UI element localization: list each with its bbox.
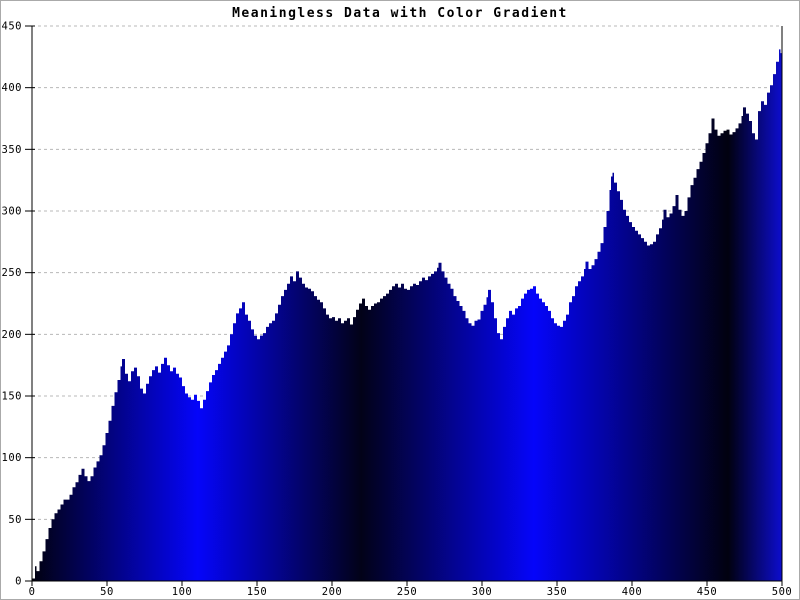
y-tick-label-450: 450 [2, 21, 22, 33]
x-tick-label-50: 50 [100, 586, 114, 598]
chart-title: Meaningless Data with Color Gradient [232, 6, 568, 21]
x-tick-label-200: 200 [322, 586, 342, 598]
x-tick-label-300: 300 [472, 586, 492, 598]
data-area-fill [32, 49, 782, 581]
y-tick-label-200: 200 [2, 329, 22, 341]
x-tick-label-450: 450 [697, 586, 717, 598]
y-tick-label-250: 250 [2, 267, 22, 279]
y-tick-label-150: 150 [2, 391, 22, 403]
x-tick-label-150: 150 [247, 586, 267, 598]
y-tick-label-300: 300 [2, 206, 22, 218]
x-tick-label-500: 500 [772, 586, 792, 598]
x-tick-label-0: 0 [29, 586, 36, 598]
y-tick-label-0: 0 [15, 576, 22, 588]
x-tick-label-100: 100 [172, 586, 192, 598]
y-tick-label-50: 50 [8, 514, 22, 526]
y-tick-label-100: 100 [2, 452, 22, 464]
y-tick-label-350: 350 [2, 144, 22, 156]
y-tick-label-400: 400 [2, 82, 22, 94]
x-tick-label-400: 400 [622, 586, 642, 598]
x-tick-label-350: 350 [547, 586, 567, 598]
x-tick-label-250: 250 [397, 586, 417, 598]
